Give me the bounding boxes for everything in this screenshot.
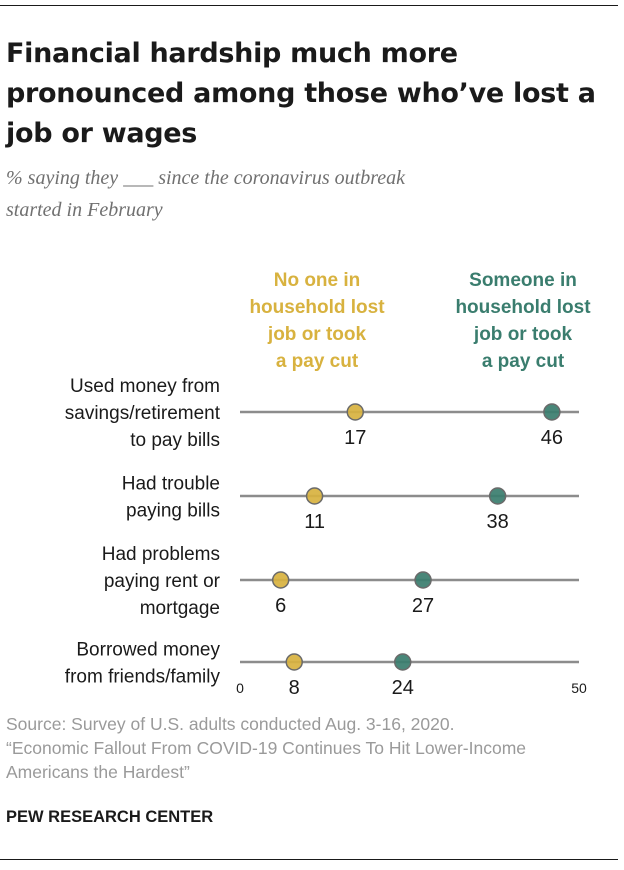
data-label: 46 bbox=[541, 427, 563, 449]
data-point bbox=[414, 571, 432, 589]
legend-label: No one in bbox=[274, 270, 361, 291]
title-line: pronounced among those who’ve lost a bbox=[6, 78, 596, 109]
source-line: “Economic Fallout From COVID-19 Continue… bbox=[6, 738, 527, 758]
data-label: 6 bbox=[275, 595, 286, 617]
subtitle-line: % saying they ___ since the coronavirus … bbox=[6, 167, 405, 189]
data-label: 8 bbox=[289, 677, 300, 699]
dot-plot: No one in household lost job or took a pay … bbox=[65, 270, 591, 699]
data-label: 11 bbox=[304, 511, 325, 533]
data-point bbox=[543, 403, 561, 421]
data-point bbox=[393, 653, 412, 671]
category-label: paying bills bbox=[126, 501, 220, 522]
data-point bbox=[305, 487, 324, 505]
category-label: mortgage bbox=[140, 598, 220, 619]
axis-tick-label: 0 bbox=[236, 680, 244, 696]
data-point bbox=[346, 403, 365, 421]
legend-label: job or took bbox=[473, 324, 573, 345]
category-label: Had problems bbox=[102, 544, 220, 565]
data-point bbox=[488, 487, 507, 505]
category-label: Borrowed money bbox=[76, 640, 220, 661]
category-label: Used money from bbox=[70, 376, 220, 397]
brand-logo-text: PEW RESEARCH CENTER bbox=[6, 808, 214, 826]
category-label: Had trouble bbox=[122, 474, 220, 495]
legend-label: Someone in bbox=[469, 270, 577, 291]
category-label: paying rent or bbox=[104, 571, 221, 592]
chart-title: Financial hardship much more pronounced … bbox=[6, 34, 606, 154]
top-rule bbox=[0, 5, 618, 6]
category-label: savings/retirement bbox=[65, 403, 221, 424]
category-label: from friends/family bbox=[65, 667, 221, 688]
data-label: 17 bbox=[344, 427, 366, 449]
legend-label: household lost bbox=[455, 297, 591, 318]
subtitle-line: started in February bbox=[6, 199, 163, 221]
title-line: Financial hardship much more bbox=[6, 38, 458, 69]
legend-label: a pay cut bbox=[482, 351, 565, 372]
bottom-rule bbox=[0, 859, 618, 860]
data-label: 27 bbox=[412, 595, 434, 617]
chart-subtitle: % saying they ___ since the coronavirus … bbox=[6, 162, 606, 226]
data-label: 24 bbox=[392, 677, 414, 699]
source-line: Source: Survey of U.S. adults conducted … bbox=[6, 714, 455, 734]
title-line: job or wages bbox=[6, 118, 198, 149]
legend-label: job or took bbox=[267, 324, 367, 345]
source-line: Americans the Hardest” bbox=[6, 762, 190, 782]
data-label: 38 bbox=[487, 511, 509, 533]
data-point bbox=[271, 571, 290, 589]
data-point bbox=[285, 653, 303, 671]
axis-tick-label: 50 bbox=[571, 680, 587, 696]
legend-label: household lost bbox=[249, 297, 385, 318]
source-note: Source: Survey of U.S. adults conducted … bbox=[6, 712, 606, 784]
legend-label: a pay cut bbox=[276, 351, 359, 372]
category-label: to pay bills bbox=[130, 430, 220, 451]
